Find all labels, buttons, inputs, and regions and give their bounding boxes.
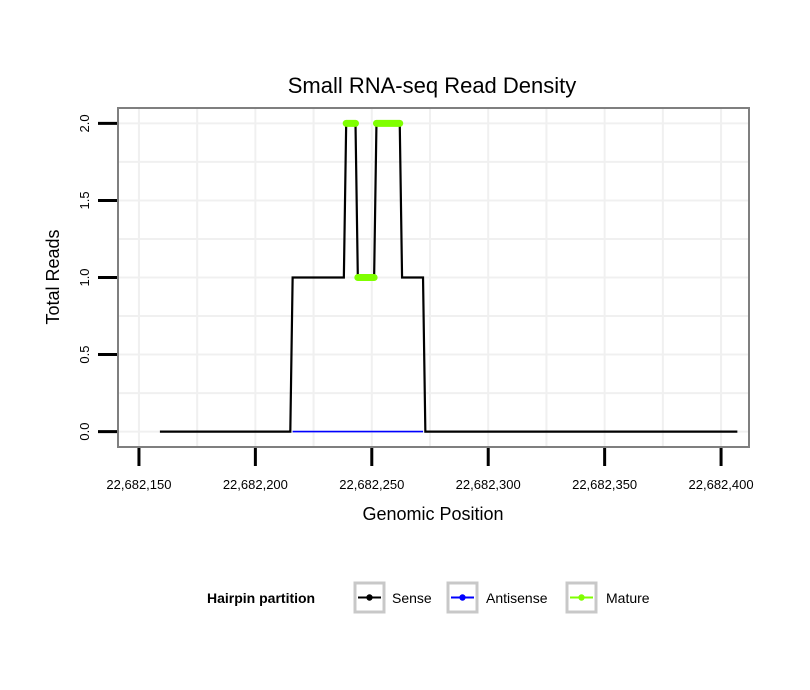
plot-panel [117, 107, 750, 448]
plot-grid [118, 108, 749, 447]
chart-title: Small RNA-seq Read Density [288, 73, 577, 98]
legend-label: Sense [392, 590, 432, 606]
x-tick-label: 22,682,400 [689, 477, 754, 492]
legend-key-marker [578, 594, 585, 601]
x-tick-label: 22,682,150 [106, 477, 171, 492]
x-axis: 22,682,150 22,682,200 22,682,250 22,682,300… [106, 448, 754, 492]
x-tick-label: 22,682,250 [339, 477, 404, 492]
x-axis-title: Genomic Position [362, 504, 503, 524]
legend-key-marker [459, 594, 466, 601]
x-tick-label: 22,682,200 [223, 477, 288, 492]
legend-title: Hairpin partition [207, 590, 315, 606]
legend-label: Antisense [486, 590, 548, 606]
series-layer [159, 119, 738, 433]
x-tick-label: 22,682,300 [456, 477, 521, 492]
y-tick-label: 0.0 [77, 423, 92, 441]
legend-label: Mature [606, 590, 650, 606]
y-tick-label: 1.5 [77, 191, 92, 209]
legend-items: Sense Antisense Mature [353, 581, 650, 614]
x-tick-label: 22,682,350 [572, 477, 637, 492]
legend: Hairpin partition Sense Antisense Mature [207, 581, 650, 614]
y-tick-label: 1.0 [77, 268, 92, 286]
y-axis: 0.0 0.5 1.0 1.5 2.0 [77, 114, 117, 441]
y-tick-label: 2.0 [77, 114, 92, 132]
y-axis-title: Total Reads [43, 229, 63, 324]
legend-key-marker [366, 594, 373, 601]
y-tick-label: 0.5 [77, 346, 92, 364]
